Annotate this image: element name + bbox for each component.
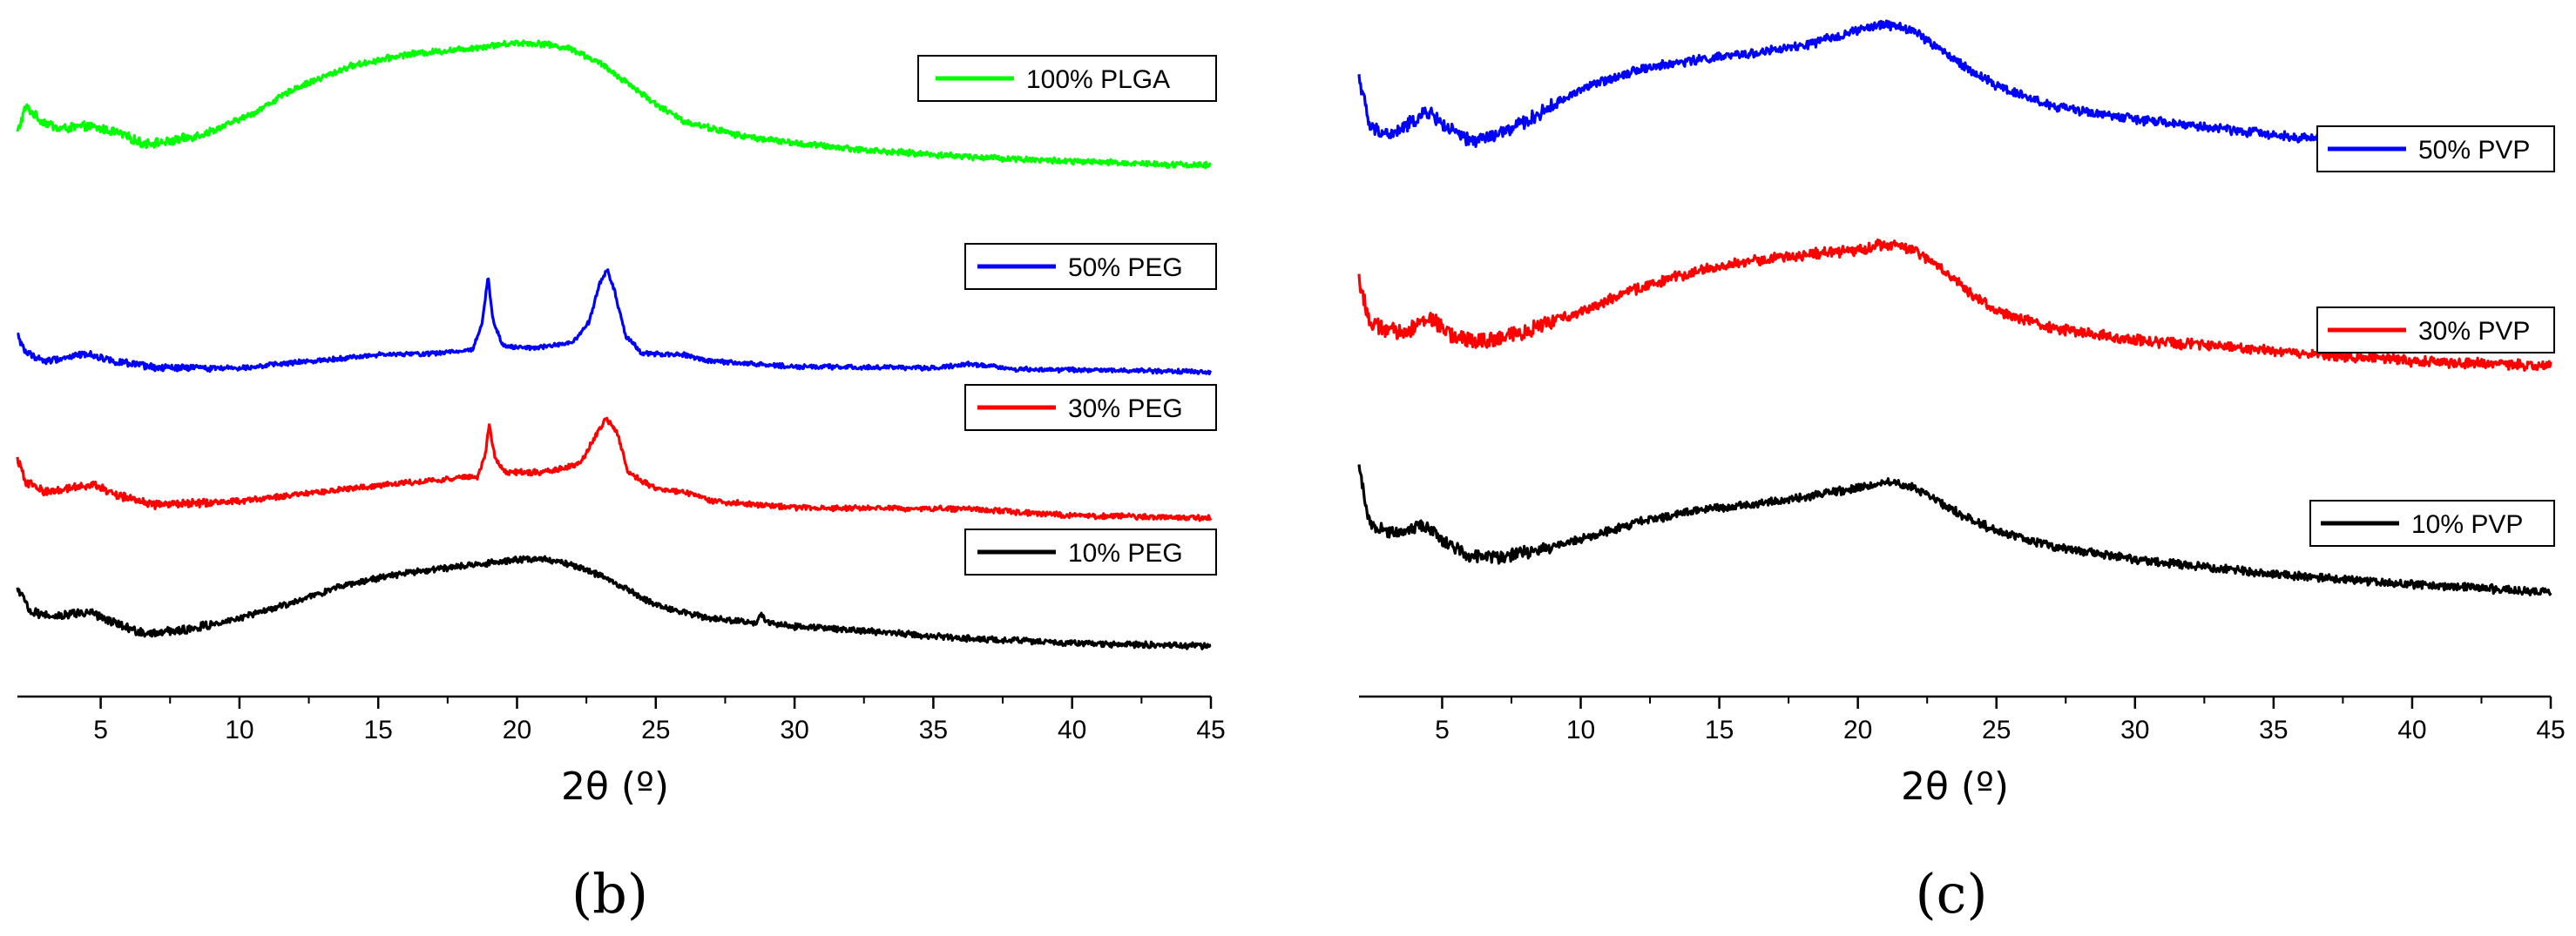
legend-label: 30% PEG [1068, 394, 1183, 423]
panel-c-chart: 5 10 15 20 25 30 35 40 45 2θ (º) (c) 50%… [1357, 19, 2566, 926]
series-line-30-peg [16, 416, 1213, 522]
x-tick-label: 25 [641, 716, 670, 744]
x-tick-label: 35 [919, 716, 948, 744]
panel-c-x-tick-labels: 5 10 15 20 25 30 35 40 45 [1435, 716, 2566, 744]
legend-50-pvp: 50% PVP [2316, 125, 2555, 172]
panel-c-x-ticks [1441, 697, 2552, 709]
x-tick-label: 15 [1705, 716, 1734, 744]
x-tick-label: 10 [225, 716, 254, 744]
panel-b-x-axis-title: 2θ (º) [561, 764, 669, 809]
x-tick-label: 5 [1435, 716, 1450, 744]
legend-100-plga: 100% PLGA [917, 55, 1217, 102]
panel-b-x-tick-labels: 5 10 15 20 25 30 35 40 45 [93, 716, 1225, 744]
legend-label: 10% PEG [1068, 539, 1183, 568]
legend-30-pvp: 30% PVP [2316, 306, 2555, 354]
panel-c-x-axis-title: 2θ (º) [1901, 764, 2009, 809]
panel-b-chart: 5 10 15 20 25 30 35 40 45 2θ (º) (b) 100… [16, 39, 1226, 926]
panel-b-x-ticks [99, 697, 1213, 709]
x-tick-label: 20 [1843, 716, 1872, 744]
legend-label: 100% PLGA [1026, 65, 1170, 94]
x-tick-label: 5 [93, 716, 108, 744]
panel-b-label: (b) [571, 862, 648, 926]
series-line-100-plga [16, 39, 1212, 170]
x-tick-label: 40 [1058, 716, 1086, 744]
legend-10-pvp: 10% PVP [2309, 500, 2555, 547]
x-tick-label: 40 [2397, 716, 2426, 744]
series-line-10-pvp [1357, 464, 2552, 596]
x-tick-label: 45 [1196, 716, 1225, 744]
x-tick-label: 30 [2120, 716, 2149, 744]
x-tick-label: 20 [503, 716, 531, 744]
series-line-50-peg [17, 268, 1213, 376]
panel-b-series [16, 39, 1213, 650]
legend-box [964, 243, 1217, 290]
legend-30-peg: 30% PEG [964, 384, 1217, 431]
legend-label: 10% PVP [2411, 510, 2523, 539]
x-tick-label: 45 [2536, 716, 2565, 744]
x-tick-label: 35 [2259, 716, 2288, 744]
x-tick-label: 25 [1982, 716, 2011, 744]
legend-label: 30% PVP [2418, 317, 2530, 346]
legend-label: 50% PVP [2418, 136, 2530, 165]
panel-c-label: (c) [1915, 862, 1987, 926]
legend-label: 50% PEG [1068, 253, 1183, 282]
x-tick-label: 15 [363, 716, 392, 744]
series-line-10-peg [16, 555, 1212, 650]
x-tick-label: 10 [1566, 716, 1595, 744]
legend-10-peg: 10% PEG [964, 529, 1217, 576]
series-line-30-pvp [1357, 238, 2552, 373]
x-tick-label: 30 [780, 716, 808, 744]
legend-50-peg: 50% PEG [964, 243, 1217, 290]
